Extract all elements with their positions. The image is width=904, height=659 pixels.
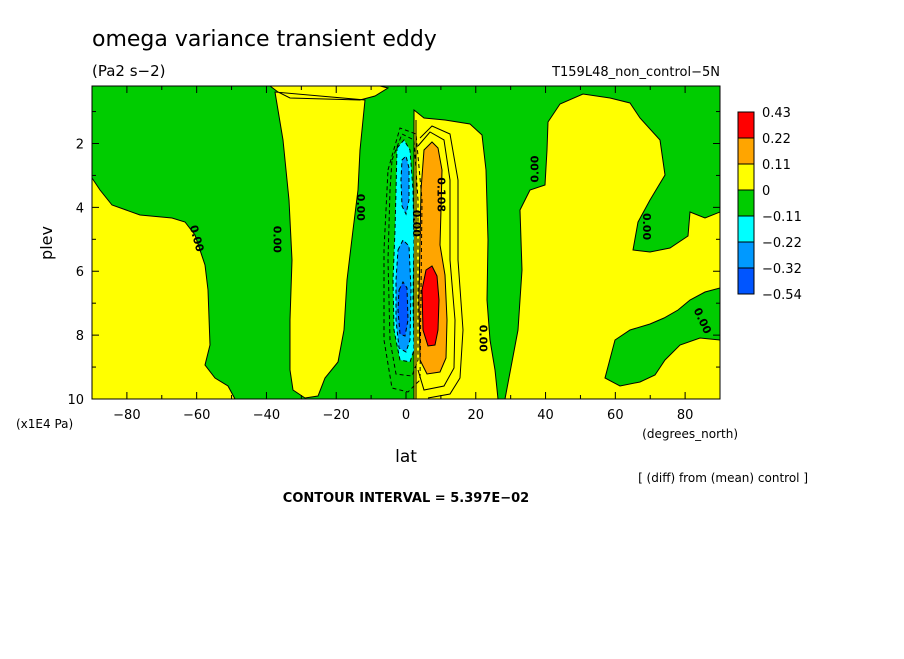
x-tick-label: 80 (677, 408, 694, 423)
colorbar-swatch (737, 137, 755, 165)
x-axis-ticks: −80 −60 −40 −20 0 20 40 60 80 (91, 86, 721, 423)
contour-label: 0.108 (434, 177, 447, 212)
contour-label: 0.00 (270, 226, 283, 253)
field-blue-region (400, 155, 410, 216)
contour-label: 0.00 (354, 194, 367, 221)
x-tick-label: −60 (183, 408, 210, 423)
colorbar-level-label: 0 (762, 184, 770, 199)
x-tick-label: −20 (323, 408, 350, 423)
contour-label: 0.00 (476, 325, 489, 352)
colorbar-legend: 0.43 0.22 0.11 0 −0.11 −0.22 −0.32 −0.54 (737, 106, 802, 303)
x-tick-label: −80 (113, 408, 140, 423)
y-axis-units: (x1E4 Pa) (16, 417, 73, 431)
contour-label: 0.00 (410, 210, 423, 237)
y-tick-label: 8 (76, 329, 84, 344)
y-tick-label: 2 (76, 137, 84, 152)
chart-title: omega variance transient eddy (92, 27, 437, 52)
field-yellow-region (269, 86, 390, 399)
y-tick-label: 6 (76, 265, 84, 280)
run-label: T159L48_non_control−5N (551, 65, 720, 80)
colorbar-swatch (737, 163, 755, 191)
colorbar-swatch (737, 215, 755, 243)
contour-label: 0.00 (529, 155, 542, 182)
colorbar-level-label: 0.22 (762, 132, 791, 147)
y-tick-label: 10 (67, 393, 84, 408)
colorbar-level-label: −0.32 (762, 262, 802, 277)
colorbar-level-label: −0.11 (762, 210, 802, 225)
x-tick-label: 40 (537, 408, 554, 423)
colorbar-level-label: 0.11 (762, 158, 791, 173)
x-tick-label: 20 (468, 408, 485, 423)
colorbar-swatch (737, 267, 755, 295)
x-axis-units: (degrees_north) (642, 427, 738, 441)
field-red-region (421, 265, 440, 347)
y-axis-ticks: 2 4 6 8 10 (67, 111, 720, 408)
contour-line-negative (387, 133, 419, 377)
y-axis-label: plev (37, 226, 56, 260)
y-tick-label: 4 (76, 201, 84, 216)
colorbar-level-label: 0.43 (762, 106, 791, 121)
x-tick-label: 0 (402, 408, 410, 423)
x-tick-label: 60 (607, 408, 624, 423)
field-darkblue-region (397, 281, 409, 337)
diff-note: [ (diff) from (mean) control ] (638, 471, 808, 485)
field-yellow-region (504, 93, 720, 399)
field-yellow-region (92, 177, 236, 399)
contour-label: 0.00 (640, 213, 653, 240)
x-axis-label: lat (395, 447, 417, 467)
contour-line-positive (417, 131, 456, 391)
contour-line-negative (383, 127, 423, 393)
x-tick-label: −40 (253, 408, 280, 423)
chart-subtitle: (Pa2 s−2) (92, 62, 166, 80)
contour-line-positive (419, 125, 464, 399)
colorbar-swatch (737, 189, 755, 217)
colorbar-level-label: −0.22 (762, 236, 802, 251)
colorbar-swatch (737, 241, 755, 269)
colorbar-level-label: −0.54 (762, 288, 802, 303)
colorbar-swatch (737, 111, 755, 139)
contour-interval-label: CONTOUR INTERVAL = 5.397E−02 (283, 491, 529, 506)
